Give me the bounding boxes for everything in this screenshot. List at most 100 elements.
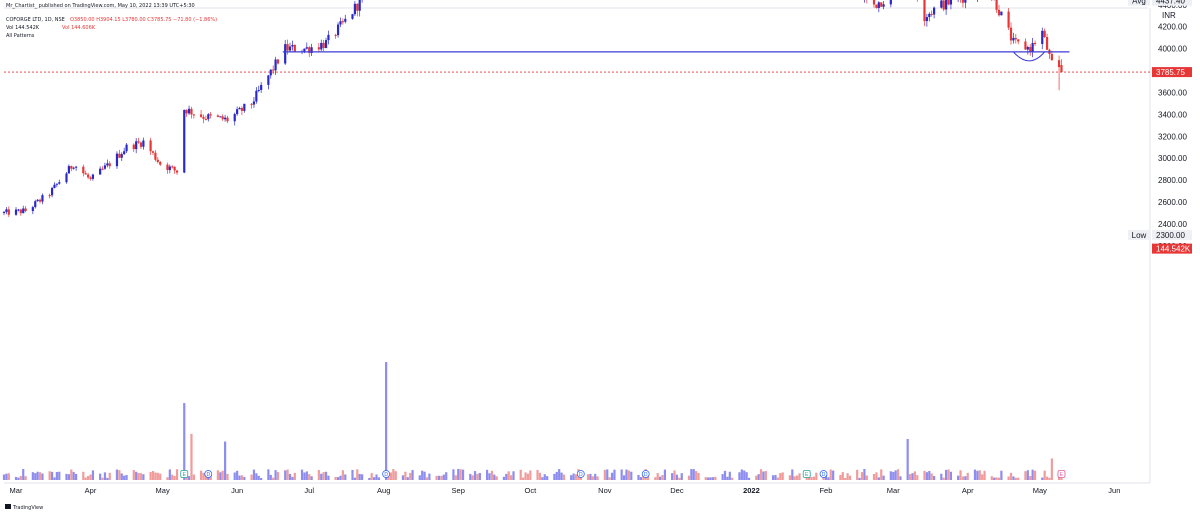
volume-bar [476, 473, 479, 480]
rounded-bottom-pattern [1013, 51, 1046, 62]
candle-body [72, 167, 75, 169]
volume-bar [288, 473, 292, 480]
event-letter: D [644, 472, 648, 478]
volume-bar [24, 476, 27, 480]
candle-body [243, 103, 246, 111]
volume-bar [65, 473, 68, 480]
volume-bar [356, 469, 359, 480]
volume-bar [459, 469, 462, 480]
volume-bar [392, 469, 395, 480]
volume-bar [2, 474, 6, 480]
price-tick-label: 2400.00 [1158, 220, 1187, 229]
volume-bar [1029, 475, 1032, 480]
candle-body [925, 17, 928, 22]
candle-body [190, 108, 193, 115]
time-tick-label: Aug [377, 486, 390, 495]
volume-bar [305, 471, 308, 480]
candle-body [882, 4, 885, 7]
volume-bar [762, 471, 765, 480]
candle-body [34, 201, 37, 208]
marker-value: 2300.00 [1156, 231, 1185, 240]
time-tick-label: Dec [670, 486, 684, 495]
marker-value-bg [1152, 0, 1192, 6]
volume-bar [272, 477, 275, 480]
volume-bar [877, 477, 880, 480]
candle-body [149, 140, 152, 152]
volume-bar [899, 476, 902, 480]
candle-body [942, 0, 945, 10]
volume-bar [764, 470, 767, 480]
price-axis[interactable]: 2200.002400.002600.002800.003000.003200.… [1158, 0, 1187, 251]
volume-bar [457, 468, 460, 480]
candle-body [118, 153, 121, 158]
candle-body [120, 154, 123, 158]
volume-bar [779, 472, 782, 480]
volume-bar [1007, 476, 1010, 480]
volume-bar [654, 477, 657, 480]
volume-bar [591, 476, 594, 480]
annotations [4, 51, 1150, 73]
volume-bar [949, 471, 953, 480]
candle-body [139, 142, 143, 147]
time-axis[interactable]: Mar Apr May Jun Jul Aug Sep Oct Nov Dec 2022 Feb Mar… [10, 486, 1121, 495]
candle-body [872, 0, 876, 5]
volume-bar [747, 477, 751, 480]
candle-body [250, 103, 253, 105]
volume-bar [841, 472, 844, 480]
candle-body [341, 21, 344, 23]
volume-bar [50, 471, 54, 480]
candle-body [875, 4, 878, 8]
volume-bar [656, 473, 659, 480]
candle-body [221, 116, 224, 120]
volume-bar [149, 471, 152, 480]
volume-bar [933, 475, 936, 480]
volume-bar [815, 472, 818, 480]
candle-body [233, 114, 236, 122]
candle-body [41, 195, 44, 202]
volume-bar [711, 477, 715, 480]
volume-bar [89, 474, 92, 480]
volume-bar [723, 470, 727, 480]
volume-bar [526, 473, 530, 480]
volume-bar [473, 471, 477, 480]
marker-value-bg [1152, 229, 1192, 240]
candle-body [317, 47, 320, 50]
candle-body [351, 14, 354, 19]
volume-bar [964, 476, 967, 480]
volume-bar [171, 474, 174, 480]
volume-bar [183, 403, 186, 480]
volume-bar [961, 476, 965, 480]
volume-bar [219, 472, 222, 480]
volume-bar [58, 471, 61, 480]
volume-bar [187, 476, 191, 480]
volume-bar [1050, 458, 1053, 480]
candle-body [305, 47, 308, 49]
candle-body [106, 163, 109, 166]
volume-bar [704, 477, 707, 480]
candle-body [204, 118, 207, 120]
candle-body [1060, 65, 1063, 73]
candle-body [14, 209, 18, 215]
candle-body [207, 114, 210, 120]
volume-bar [810, 476, 813, 480]
time-tick-label: Oct [525, 486, 538, 495]
volume-bar [675, 474, 679, 480]
candle-body [159, 162, 162, 165]
volume-bar [923, 470, 926, 480]
volume-bar [791, 469, 794, 480]
volume-bar [91, 470, 95, 480]
volume-bar [236, 470, 239, 480]
volume-bar [558, 469, 561, 480]
candle-body [38, 199, 42, 202]
candle-body [53, 184, 56, 188]
volume-bar [680, 473, 683, 480]
volume-bar [659, 476, 662, 480]
time-tick-label: Jul [304, 486, 314, 495]
volume-bar [875, 472, 878, 480]
volume-bar [690, 469, 693, 480]
volume-bar [1012, 476, 1015, 480]
volume-bar [41, 473, 44, 480]
candle-body [65, 173, 68, 183]
volume-bar [108, 472, 111, 480]
